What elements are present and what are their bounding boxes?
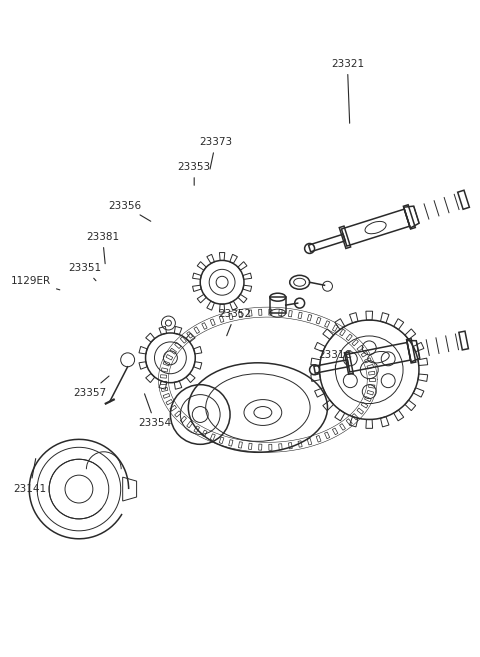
Text: 23321: 23321 xyxy=(331,59,364,124)
Text: 23141: 23141 xyxy=(13,459,47,493)
Text: 23373: 23373 xyxy=(199,137,232,169)
Text: 23354: 23354 xyxy=(139,394,172,428)
Text: 23352: 23352 xyxy=(219,309,252,336)
Text: 23357: 23357 xyxy=(73,376,109,397)
Text: 23356: 23356 xyxy=(108,200,151,221)
Text: 2331C: 2331C xyxy=(319,350,352,369)
Text: 23381: 23381 xyxy=(86,232,119,263)
Text: 23353: 23353 xyxy=(178,162,211,185)
Text: 23351: 23351 xyxy=(68,263,101,281)
Text: 1129ER: 1129ER xyxy=(11,277,60,290)
